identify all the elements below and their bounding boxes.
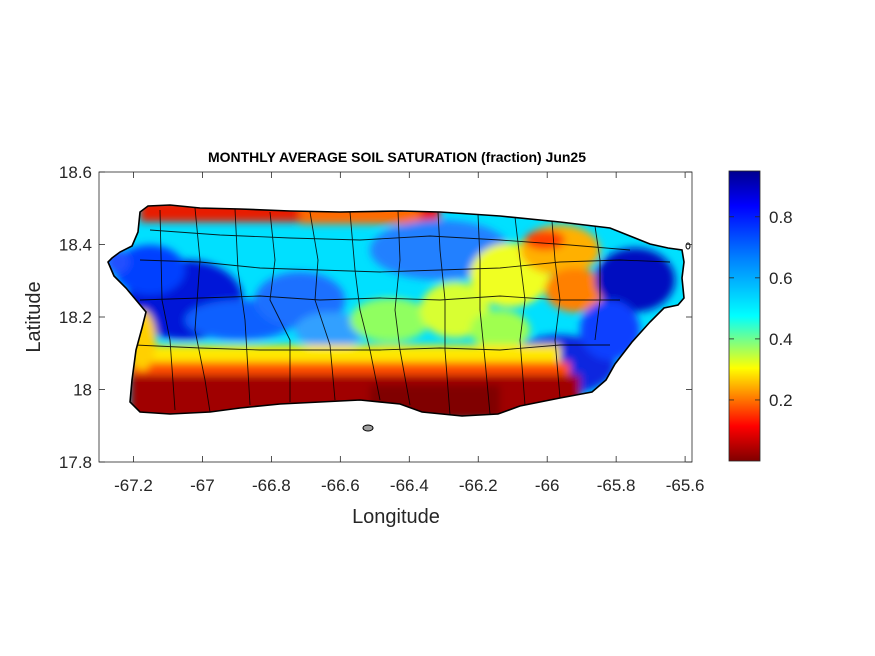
- y-tick-label: 18.6: [59, 163, 92, 182]
- y-axis-label: Latitude: [23, 281, 45, 352]
- colorbar-tick-label: 0.4: [769, 330, 793, 349]
- y-tick-label: 18.4: [59, 236, 92, 255]
- x-tick-label: -66.6: [321, 476, 360, 495]
- x-tick-label: -65.8: [597, 476, 636, 495]
- y-tick-label: 18.2: [59, 308, 92, 327]
- colorbar-tick-label: 0.6: [769, 269, 793, 288]
- colorbar-ticks: 0.2 0.4 0.6 0.8: [729, 208, 793, 410]
- x-tick-label: -66.2: [459, 476, 498, 495]
- chart-title: MONTHLY AVERAGE SOIL SATURATION (fractio…: [208, 149, 586, 165]
- y-tick-label: 18: [73, 381, 92, 400]
- x-tick-label: -66: [535, 476, 560, 495]
- colorbar-tick-label: 0.8: [769, 208, 793, 227]
- x-tick-label: -67: [190, 476, 215, 495]
- y-tick-label: 17.8: [59, 453, 92, 472]
- islet-caja-de-muertos: [362, 424, 374, 432]
- colorbar-tick-label: 0.2: [769, 391, 793, 410]
- x-tick-label: -66.4: [390, 476, 429, 495]
- x-tick-label: -66.8: [252, 476, 291, 495]
- colorbar: [728, 170, 761, 462]
- x-tick-label: -65.6: [666, 476, 705, 495]
- islet-east: [685, 242, 691, 250]
- x-axis-label: Longitude: [352, 506, 440, 528]
- x-axis: -67.2 -67 -66.8 -66.6 -66.4 -66.2 -66 -65.8 -65.…: [114, 172, 704, 495]
- saturation-heatmap: [108, 205, 684, 416]
- x-tick-label: -67.2: [114, 476, 153, 495]
- y-axis: 17.8 18 18.2 18.4 18.6: [59, 163, 692, 472]
